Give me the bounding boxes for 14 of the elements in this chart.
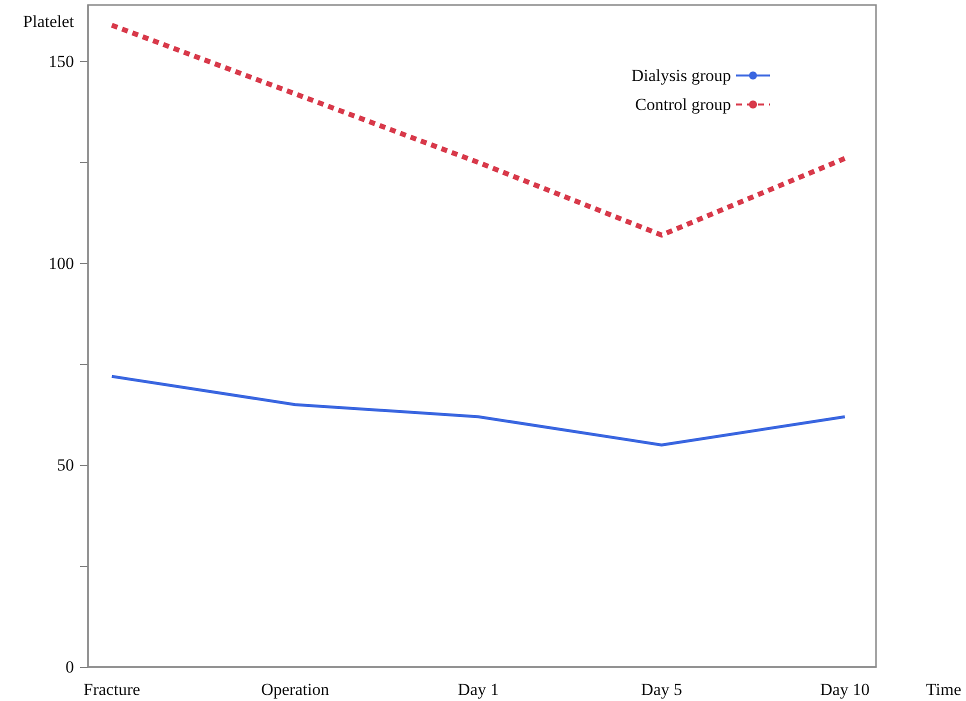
legend-label: Dialysis group [631, 66, 731, 85]
y-tick-label: 50 [57, 456, 74, 475]
y-tick-label: 100 [48, 254, 74, 273]
line-series [110, 374, 846, 446]
x-tick-label: Day 5 [641, 680, 682, 699]
x-tick-label: Day 1 [458, 680, 499, 699]
legend-label: Control group [635, 95, 731, 114]
y-tick-label: 150 [48, 52, 74, 72]
y-axis-title: Platelet [23, 12, 74, 31]
x-tick-label: Fracture [84, 680, 140, 699]
y-tick-label: 0 [66, 658, 74, 676]
x-axis-title: Time [926, 680, 962, 699]
x-tick-label: Operation [261, 680, 330, 699]
x-tick-label: Day 10 [820, 680, 870, 699]
